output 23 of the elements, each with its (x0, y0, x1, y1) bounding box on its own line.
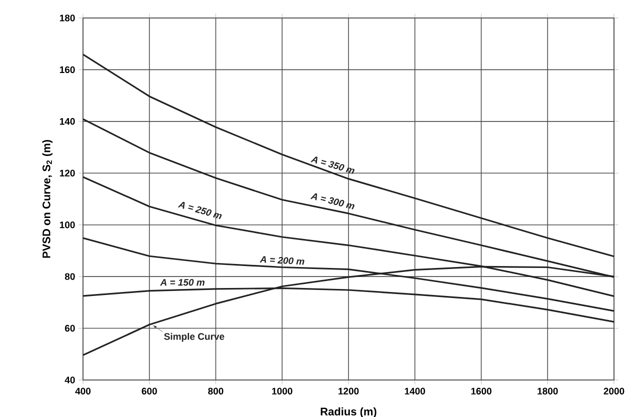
text: A = 250 m (178, 202, 222, 220)
x-tick-label: 1600 (471, 388, 492, 395)
x-tick-label: 1200 (338, 388, 359, 395)
x-tick-label: 1800 (538, 388, 558, 395)
y-tick-label: 160 (60, 66, 75, 74)
y-tick-label: 60 (64, 324, 75, 332)
x-tick-label: 1400 (404, 388, 426, 395)
y-tick-label: 80 (64, 273, 75, 280)
x-tick-label: 800 (208, 388, 224, 395)
x-tick-label: 600 (142, 388, 157, 395)
y-axis-title: PVSD on Curve, S$_{2}$ (m) (42, 140, 52, 258)
series-label: A = 200 m (260, 256, 304, 265)
text: A = 300 m (310, 193, 354, 210)
y-tick-label: 40 (64, 376, 75, 384)
y-tick-label: 120 (60, 170, 75, 176)
text: A = 350 m (310, 156, 354, 174)
y-tick-label: 100 (60, 221, 75, 228)
y-tick-label: 140 (60, 118, 75, 125)
y-tick-label: 180 (60, 14, 75, 22)
series-label: A = 150 m (160, 278, 204, 286)
x-tick-label: 1000 (272, 388, 292, 395)
x-tick-label: 2000 (604, 388, 624, 395)
x-tick-label: 400 (75, 388, 91, 395)
